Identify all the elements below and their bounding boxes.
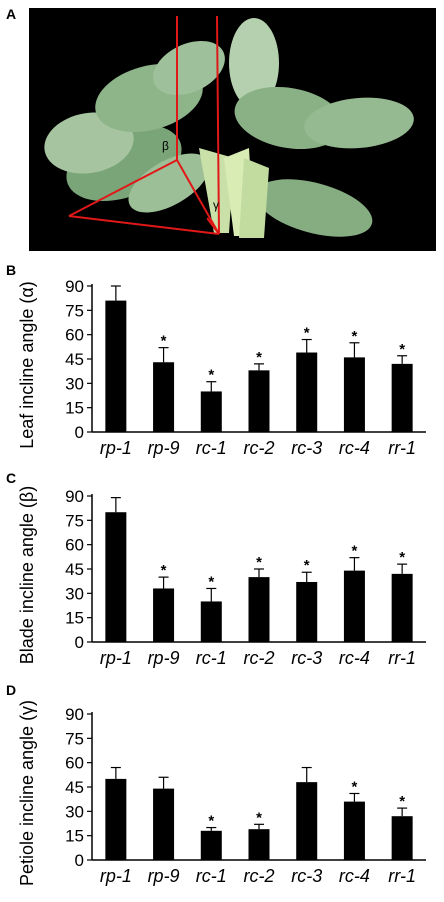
significance-mark-rr-1: * <box>399 341 405 358</box>
bar-rc-3 <box>296 581 318 642</box>
bar-rc-2 <box>248 577 270 642</box>
bar-rp-1 <box>105 300 127 432</box>
y-axis-label: Leaf incline angle (α) <box>17 281 37 449</box>
significance-mark-rc-4: * <box>352 543 358 560</box>
blade-incline-chart: 0 15 30 45 60 75 90 Blade incline angle (β) rp-1… <box>17 486 426 668</box>
bar-rp-1 <box>105 512 127 642</box>
beta-label: β <box>162 139 169 153</box>
bar-rc-2 <box>248 370 270 432</box>
y-axis-label: Petiole incline angle (γ) <box>17 700 37 886</box>
cabbage-plant-icon <box>44 18 414 238</box>
x-tick-label-rp-1: rp-1 <box>100 438 132 458</box>
y-tick-label: 75 <box>65 301 84 320</box>
bar-rp-9 <box>153 362 175 432</box>
x-tick-label-rc-1: rc-1 <box>196 438 227 458</box>
bar-rr-1 <box>391 573 413 642</box>
significance-mark-rc-1: * <box>208 813 214 830</box>
x-tick-label-rr-1: rr-1 <box>388 438 416 458</box>
x-tick-label-rc-2: rc-2 <box>244 648 275 668</box>
x-tick-label-rc-4: rc-4 <box>339 648 370 668</box>
x-tick-label-rp-9: rp-9 <box>148 648 180 668</box>
bar-rp-1 <box>105 778 127 860</box>
bar-rp-9 <box>153 788 175 860</box>
significance-mark-rc-1: * <box>208 573 214 590</box>
panel-label-d: D <box>6 682 17 698</box>
bar-rc-4 <box>343 570 365 642</box>
bar-rc-4 <box>343 801 365 860</box>
significance-mark-rc-4: * <box>352 328 358 345</box>
significance-mark-rc-3: * <box>304 325 310 342</box>
bar-rc-1 <box>200 830 222 860</box>
bar-rc-1 <box>200 391 222 432</box>
x-tick-label-rr-1: rr-1 <box>388 648 416 668</box>
alpha-label: α <box>201 212 208 226</box>
significance-mark-rp-9: * <box>161 562 167 579</box>
x-tick-label-rc-1: rc-1 <box>196 866 227 886</box>
y-tick-label: 45 <box>65 778 84 797</box>
x-tick-label-rc-4: rc-4 <box>339 438 370 458</box>
bar-rc-3 <box>296 782 318 860</box>
x-tick-label-rc-3: rc-3 <box>291 648 322 668</box>
leaf-incline-chart: 0 15 30 45 60 75 90 Leaf incline angle (α) rp-1 *… <box>17 277 426 458</box>
y-axis-label: Blade incline angle (β) <box>17 486 37 664</box>
panel-label-c: C <box>6 470 17 486</box>
plant-photo: β α γ <box>29 8 436 251</box>
significance-mark-rp-9: * <box>161 333 167 350</box>
y-tick-label: 0 <box>75 633 84 652</box>
gamma-label: γ <box>213 198 219 212</box>
bar-rc-4 <box>343 357 365 432</box>
y-tick-label: 0 <box>75 423 84 442</box>
y-tick-label: 75 <box>65 511 84 530</box>
significance-mark-rr-1: * <box>399 793 405 810</box>
significance-mark-rc-4: * <box>352 778 358 795</box>
petiole-incline-chart: 0 15 30 45 60 75 90 Petiole incline angle (γ) rp… <box>17 700 426 886</box>
y-tick-label: 15 <box>65 609 84 628</box>
y-tick-label: 90 <box>65 705 84 724</box>
x-tick-label-rc-2: rc-2 <box>244 438 275 458</box>
x-tick-label-rc-2: rc-2 <box>244 866 275 886</box>
y-tick-label: 75 <box>65 729 84 748</box>
y-tick-label: 30 <box>65 802 84 821</box>
x-tick-label-rc-3: rc-3 <box>291 438 322 458</box>
bar-rp-9 <box>153 588 175 642</box>
significance-mark-rc-2: * <box>256 349 262 366</box>
y-tick-label: 45 <box>65 350 84 369</box>
y-tick-label: 15 <box>65 399 84 418</box>
y-tick-label: 90 <box>65 277 84 296</box>
x-tick-label-rc-1: rc-1 <box>196 648 227 668</box>
significance-mark-rr-1: * <box>399 549 405 566</box>
bar-rc-3 <box>296 352 318 432</box>
x-tick-label-rr-1: rr-1 <box>388 866 416 886</box>
x-tick-label-rp-9: rp-9 <box>148 438 180 458</box>
significance-mark-rc-1: * <box>208 367 214 384</box>
panel-label-a: A <box>6 6 17 22</box>
significance-mark-rc-2: * <box>256 809 262 826</box>
y-tick-label: 45 <box>65 560 84 579</box>
x-tick-label-rc-4: rc-4 <box>339 866 370 886</box>
significance-mark-rc-3: * <box>304 557 310 574</box>
y-tick-label: 30 <box>65 584 84 603</box>
panel-label-b: B <box>6 262 17 278</box>
y-tick-label: 15 <box>65 827 84 846</box>
y-tick-label: 60 <box>65 754 84 773</box>
y-tick-label: 30 <box>65 374 84 393</box>
y-tick-label: 90 <box>65 487 84 506</box>
x-tick-label-rp-1: rp-1 <box>100 866 132 886</box>
bar-rc-2 <box>248 829 270 860</box>
x-tick-label-rp-9: rp-9 <box>148 866 180 886</box>
angle-annotation-lines <box>68 15 220 235</box>
x-tick-label-rp-1: rp-1 <box>100 648 132 668</box>
y-tick-label: 60 <box>65 326 84 345</box>
y-tick-label: 0 <box>75 851 84 870</box>
y-tick-label: 60 <box>65 536 84 555</box>
bar-rr-1 <box>391 363 413 432</box>
bar-rr-1 <box>391 816 413 860</box>
significance-mark-rc-2: * <box>256 554 262 571</box>
x-tick-label-rc-3: rc-3 <box>291 866 322 886</box>
bar-rc-1 <box>200 601 222 642</box>
